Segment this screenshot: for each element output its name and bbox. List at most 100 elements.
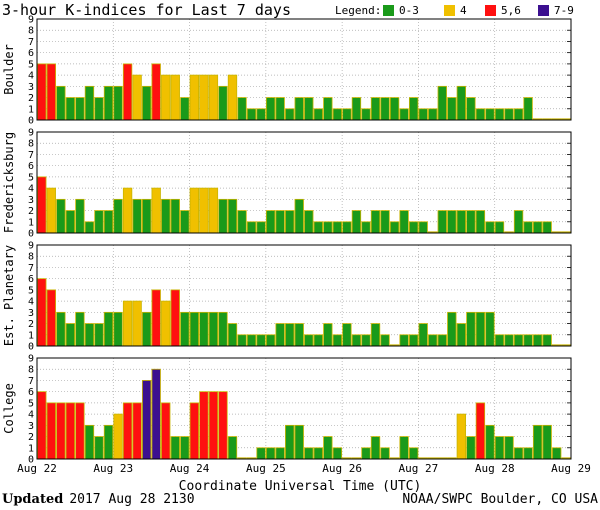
bar <box>56 85 66 121</box>
bar <box>370 323 381 347</box>
bar <box>466 97 476 121</box>
bar <box>380 447 390 460</box>
bar <box>418 221 428 234</box>
y-tick-label: 4 <box>28 71 34 82</box>
panel-label: College <box>2 383 16 434</box>
bar <box>84 85 95 121</box>
bar <box>208 74 219 121</box>
y-tick-label: 6 <box>28 161 34 172</box>
y-tick-label: 3 <box>28 308 34 319</box>
bar <box>494 221 505 234</box>
bar <box>304 447 314 460</box>
bar <box>246 334 257 347</box>
y-tick-label: 3 <box>28 82 34 93</box>
legend: 0-3 4 5,6 7-9 <box>383 4 574 17</box>
bar <box>161 74 171 121</box>
legend-label: 7-9 <box>554 4 574 17</box>
panel-frame <box>36 357 572 460</box>
bar <box>494 334 505 347</box>
y-tick-label: 6 <box>28 274 34 285</box>
bar <box>161 402 171 460</box>
bar <box>304 210 314 234</box>
bar <box>485 221 495 234</box>
bar <box>342 108 352 121</box>
bar <box>265 97 276 121</box>
bar <box>75 311 85 347</box>
bar <box>466 436 476 460</box>
bar <box>523 447 533 460</box>
bar <box>218 391 228 460</box>
bar <box>65 402 76 460</box>
legend-label: 4 <box>460 4 467 17</box>
bar <box>351 210 362 234</box>
x-tick-label: Aug 25 <box>246 462 286 475</box>
panel-frame <box>36 131 572 234</box>
bar <box>532 424 543 460</box>
bar <box>408 447 419 460</box>
legend-swatch <box>383 5 394 16</box>
panels: 0123456789Boulder0123456789Fredericksbur… <box>2 15 572 466</box>
bar <box>113 85 123 121</box>
bar <box>380 97 390 121</box>
bar <box>332 108 343 121</box>
bar <box>65 97 76 121</box>
bar <box>56 311 66 347</box>
bar <box>485 108 495 121</box>
bar <box>513 210 524 234</box>
bar <box>237 210 247 234</box>
bar <box>218 311 228 347</box>
footer-updated: Updated 2017 Aug 28 2130 <box>2 492 195 507</box>
bar <box>94 323 104 347</box>
bar <box>294 323 304 347</box>
y-tick-label: 6 <box>28 48 34 59</box>
bar <box>370 436 381 460</box>
bar <box>218 198 228 234</box>
bar <box>237 334 247 347</box>
bar <box>141 85 152 121</box>
y-tick-label: 2 <box>28 206 34 217</box>
bar <box>361 108 371 121</box>
bar <box>456 85 467 121</box>
bar <box>523 334 533 347</box>
bar <box>304 334 314 347</box>
bar <box>84 323 95 347</box>
bar <box>428 108 438 121</box>
bar <box>275 447 285 460</box>
y-tick-label: 4 <box>28 297 34 308</box>
bar <box>246 221 257 234</box>
bar <box>389 97 400 121</box>
bar <box>227 323 238 347</box>
bar <box>532 334 543 347</box>
bar <box>75 97 85 121</box>
bar <box>447 311 457 347</box>
bar <box>227 74 238 121</box>
bar <box>428 334 438 347</box>
y-tick-label: 5 <box>28 59 34 70</box>
bar <box>323 436 333 460</box>
bar <box>227 436 238 460</box>
legend-label: 0-3 <box>399 4 419 17</box>
panel-label: Fredericksburg <box>2 132 16 233</box>
bar <box>151 187 161 234</box>
chart-title: 3-hour K-indices for Last 7 days <box>2 1 291 19</box>
legend-swatch <box>444 5 455 16</box>
bar <box>37 391 47 460</box>
y-tick-label: 7 <box>28 37 34 48</box>
y-tick-label: 0 <box>28 455 34 466</box>
bar <box>275 210 285 234</box>
y-tick-label: 8 <box>28 252 34 263</box>
bar <box>466 311 476 347</box>
bar <box>332 334 343 347</box>
bar <box>485 311 495 347</box>
bar <box>94 97 104 121</box>
bar <box>504 436 514 460</box>
bar <box>323 323 333 347</box>
y-tick-label: 1 <box>28 104 34 115</box>
bar <box>132 198 142 234</box>
bar <box>513 447 524 460</box>
bar <box>122 63 133 121</box>
bar <box>342 221 352 234</box>
bar <box>285 108 295 121</box>
